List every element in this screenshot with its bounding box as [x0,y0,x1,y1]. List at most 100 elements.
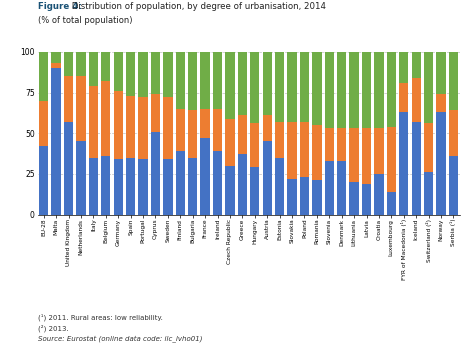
Bar [424,52,433,124]
Bar [337,161,346,215]
Bar [151,52,160,94]
Bar [89,158,98,215]
Bar [250,167,259,215]
Bar [250,124,259,167]
Bar [424,172,433,215]
Bar [64,52,73,76]
Bar [213,52,222,109]
Bar [101,156,111,215]
Bar [312,52,322,125]
Bar [225,119,234,166]
Bar [349,128,359,182]
Text: (% of total population): (% of total population) [38,16,132,25]
Bar [436,112,446,215]
Bar [362,128,371,184]
Bar [337,52,346,128]
Bar [300,122,309,177]
Bar [64,76,73,122]
Bar [238,154,247,215]
Bar [213,151,222,215]
Text: Figure 4:: Figure 4: [38,2,82,11]
Bar [386,52,396,127]
Bar [300,52,309,122]
Bar [449,156,458,215]
Bar [275,158,284,215]
Bar [436,94,446,112]
Bar [76,52,86,76]
Bar [250,52,259,124]
Bar [126,52,135,96]
Bar [424,124,433,172]
Bar [89,52,98,86]
Bar [76,142,86,215]
Bar [101,81,111,156]
Bar [287,179,297,215]
Bar [374,174,384,215]
Bar [138,159,148,215]
Bar [163,159,173,215]
Text: (²) 2013.: (²) 2013. [38,324,68,332]
Bar [151,131,160,215]
Bar [263,115,272,142]
Bar [126,96,135,158]
Text: Distribution of population, by degree of urbanisation, 2014: Distribution of population, by degree of… [69,2,326,11]
Bar [287,122,297,179]
Bar [76,76,86,142]
Bar [275,122,284,158]
Bar [449,110,458,156]
Bar [386,192,396,215]
Bar [275,52,284,122]
Bar [39,52,48,101]
Bar [52,68,61,215]
Bar [39,101,48,146]
Bar [175,52,185,109]
Bar [325,161,334,215]
Bar [436,52,446,94]
Bar [325,128,334,161]
Bar [188,52,197,110]
Bar [263,142,272,215]
Text: Source: Eurostat (online data code: ilc_lvho01): Source: Eurostat (online data code: ilc_… [38,335,202,342]
Bar [362,52,371,128]
Bar [175,109,185,151]
Bar [325,52,334,128]
Bar [138,52,148,98]
Bar [349,182,359,215]
Bar [411,78,421,122]
Bar [188,158,197,215]
Text: (¹) 2011. Rural areas: low reliability.: (¹) 2011. Rural areas: low reliability. [38,313,162,321]
Bar [374,52,384,128]
Bar [113,52,123,91]
Bar [312,180,322,215]
Bar [200,138,210,215]
Bar [138,98,148,159]
Bar [300,177,309,215]
Bar [337,128,346,161]
Bar [175,151,185,215]
Bar [39,146,48,215]
Bar [362,184,371,215]
Bar [238,52,247,115]
Bar [101,52,111,81]
Bar [449,52,458,110]
Bar [399,52,408,83]
Bar [89,86,98,158]
Bar [386,127,396,192]
Bar [113,91,123,159]
Bar [126,158,135,215]
Bar [200,109,210,138]
Bar [52,63,61,68]
Bar [52,52,61,63]
Bar [163,98,173,159]
Bar [374,128,384,174]
Bar [411,52,421,78]
Bar [263,52,272,115]
Bar [399,83,408,112]
Bar [349,52,359,128]
Bar [64,122,73,215]
Bar [411,122,421,215]
Bar [188,110,197,158]
Bar [312,125,322,180]
Bar [113,159,123,215]
Bar [163,52,173,98]
